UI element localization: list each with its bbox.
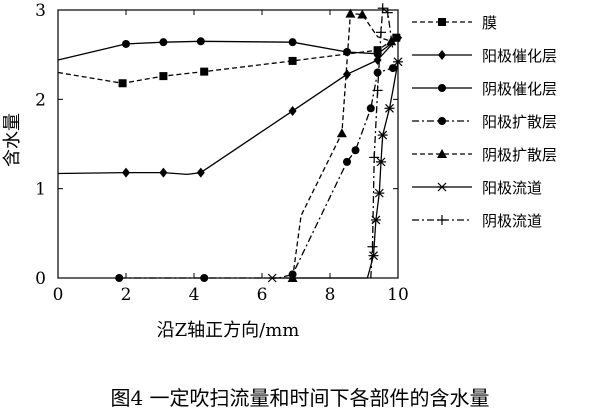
series-line bbox=[57, 37, 399, 176]
data-point bbox=[200, 67, 209, 76]
data-point bbox=[438, 18, 446, 26]
data-point bbox=[122, 167, 130, 178]
data-point bbox=[343, 47, 351, 56]
data-point bbox=[374, 188, 385, 198]
data-point bbox=[438, 84, 446, 92]
data-point bbox=[288, 38, 297, 47]
legend-item: 阳极催化层 bbox=[412, 47, 557, 65]
y-axis-title: 含水量 bbox=[2, 113, 23, 167]
data-point bbox=[437, 149, 447, 158]
y-tick-label: 0 bbox=[35, 269, 46, 289]
series-2 bbox=[57, 37, 399, 61]
legend-label: 阳极扩散层 bbox=[482, 113, 557, 131]
series-line bbox=[370, 7, 394, 279]
data-point bbox=[159, 38, 168, 47]
series-1 bbox=[57, 32, 402, 178]
data-point bbox=[122, 39, 130, 48]
data-point bbox=[288, 56, 297, 65]
series-6 bbox=[367, 3, 394, 279]
data-point bbox=[437, 215, 447, 225]
data-point bbox=[388, 64, 397, 73]
data-point bbox=[196, 37, 205, 46]
x-tick-label: 8 bbox=[325, 285, 336, 305]
legend-label: 阳极催化层 bbox=[482, 47, 557, 65]
data-point bbox=[373, 68, 382, 77]
series-5 bbox=[267, 57, 403, 283]
data-point bbox=[357, 9, 368, 19]
data-point bbox=[345, 8, 356, 18]
data-point bbox=[377, 130, 388, 140]
data-point bbox=[343, 69, 351, 80]
figure-caption: 图4 一定吹扫流量和时间下各部件的含水量 bbox=[110, 386, 489, 410]
data-point bbox=[366, 104, 375, 113]
legend-label: 阳极流道 bbox=[482, 179, 542, 197]
data-point bbox=[367, 241, 378, 252]
data-point bbox=[438, 117, 446, 125]
x-tick-label: 10 bbox=[387, 285, 409, 305]
data-point bbox=[376, 157, 386, 167]
legend-label: 阴极催化层 bbox=[482, 80, 557, 98]
x-tick-label: 4 bbox=[189, 285, 200, 305]
data-point bbox=[159, 72, 168, 81]
legend-label: 阴极流道 bbox=[482, 212, 542, 230]
data-point bbox=[159, 167, 168, 178]
data-point bbox=[372, 85, 383, 96]
data-point bbox=[382, 7, 393, 18]
data-point bbox=[384, 103, 395, 113]
series-line bbox=[57, 38, 399, 61]
legend-item: 阳极流道 bbox=[412, 179, 542, 197]
legend-item: 阴极流道 bbox=[412, 212, 542, 230]
data-point bbox=[368, 251, 379, 261]
series-line bbox=[272, 61, 399, 279]
plot-area bbox=[57, 3, 403, 283]
x-tick-label: 2 bbox=[121, 285, 132, 305]
x-axis-title: 沿Z轴正方向/mm bbox=[157, 320, 300, 341]
legend-item: 阴极扩散层 bbox=[412, 146, 557, 164]
legend-item: 阳极扩散层 bbox=[412, 113, 557, 131]
axes: 0 2 4 6 8 10 0 1 2 3 bbox=[35, 1, 409, 305]
data-point bbox=[351, 146, 360, 155]
data-point bbox=[336, 128, 347, 138]
legend-label: 膜 bbox=[482, 14, 497, 32]
data-point bbox=[196, 167, 205, 178]
data-point bbox=[437, 182, 447, 192]
plot-frame bbox=[57, 9, 399, 279]
data-point bbox=[438, 50, 446, 60]
x-tick-label: 6 bbox=[257, 285, 268, 305]
y-tick-label: 1 bbox=[35, 180, 46, 200]
data-point bbox=[118, 79, 127, 88]
x-tick-label: 0 bbox=[53, 285, 64, 305]
data-point bbox=[377, 3, 388, 14]
data-point bbox=[343, 157, 351, 166]
y-tick-label: 3 bbox=[35, 1, 46, 21]
data-point bbox=[376, 27, 386, 38]
data-point bbox=[369, 152, 380, 163]
y-tick-label: 2 bbox=[35, 90, 46, 110]
legend-item: 阴极催化层 bbox=[412, 80, 557, 98]
legend-item: 膜 bbox=[412, 14, 497, 32]
legend-label: 阴极扩散层 bbox=[482, 146, 557, 164]
data-point bbox=[288, 105, 297, 116]
